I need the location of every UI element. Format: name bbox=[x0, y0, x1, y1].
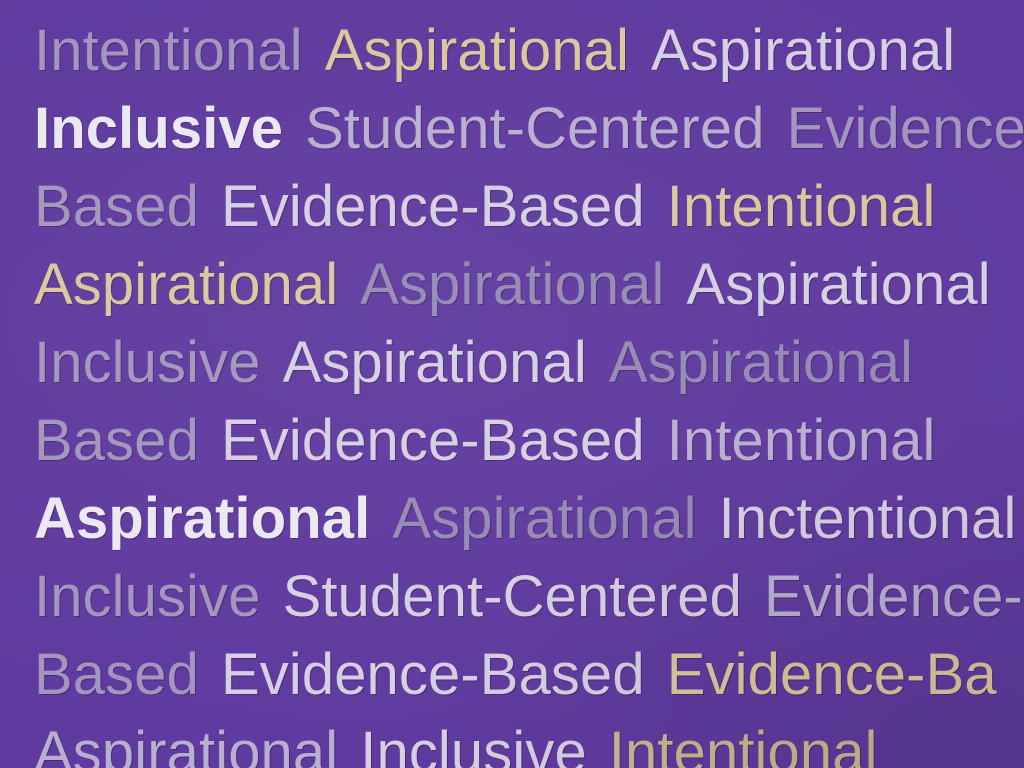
word-student-centered: Student-Centered bbox=[282, 564, 743, 629]
word-inclusive: Inclusive bbox=[34, 564, 261, 629]
word-intentional: Intentional bbox=[666, 174, 936, 239]
word-based: Based bbox=[34, 642, 199, 707]
word-wall-row: Aspirational Inclusive Intentional bbox=[34, 714, 1024, 768]
word-evidence: Evidence- bbox=[786, 96, 1024, 161]
word-intentional: Intentional bbox=[608, 720, 878, 768]
word-aspirational: Aspirational bbox=[392, 486, 697, 551]
word-student-centered: Student-Centered bbox=[305, 96, 765, 161]
word-wall-row: Aspirational Aspirational Aspirational bbox=[34, 246, 1024, 324]
word-evidence-based: Evidence-Based bbox=[220, 642, 645, 707]
word-aspirational: Aspirational bbox=[324, 18, 630, 83]
word-evidence-based: Evidence-Based bbox=[220, 408, 645, 473]
word-inctentional: Inctentional bbox=[718, 486, 1017, 551]
word-wall-row: Inclusive Aspirational Aspirational bbox=[34, 324, 1024, 402]
word-aspirational: Aspirational bbox=[34, 252, 339, 317]
word-aspirational: Aspirational bbox=[360, 252, 665, 317]
word-aspirational: Aspirational bbox=[651, 18, 956, 83]
word-wall-row: Based Evidence-Based Evidence-Ba bbox=[34, 636, 1024, 714]
word-evidence-ba: Evidence-Ba bbox=[666, 642, 997, 707]
word-wall-row: Inclusive Student-Centered Evidence- bbox=[34, 558, 1024, 636]
word-intentional: Intentional bbox=[34, 18, 303, 83]
word-wall-row: Aspirational Aspirational Inctentional bbox=[34, 480, 1024, 558]
word-wall-row: Intentional Aspirational Aspirational bbox=[34, 12, 1024, 90]
word-aspirational: Aspirational bbox=[608, 330, 914, 395]
word-wall-row: Inclusive Student-Centered Evidence- bbox=[34, 90, 1024, 168]
word-aspirational: Aspirational bbox=[34, 486, 371, 551]
word-based: Based bbox=[34, 408, 199, 473]
word-inclusive: Inclusive bbox=[360, 720, 587, 768]
word-wall-row: Based Evidence-Based Intentional bbox=[34, 168, 1024, 246]
word-evidence-based: Evidence-Based bbox=[220, 174, 645, 239]
word-inclusive: Inclusive bbox=[34, 96, 284, 161]
word-inclusive: Inclusive bbox=[34, 330, 261, 395]
word-aspirational: Aspirational bbox=[34, 720, 339, 768]
word-evidence: Evidence- bbox=[764, 564, 1023, 629]
word-wall-row: Based Evidence-Based Intentional bbox=[34, 402, 1024, 480]
word-aspirational: Aspirational bbox=[282, 330, 587, 395]
word-based: Based bbox=[34, 174, 199, 239]
word-aspirational: Aspirational bbox=[686, 252, 991, 317]
word-intentional: Intentional bbox=[666, 408, 936, 473]
